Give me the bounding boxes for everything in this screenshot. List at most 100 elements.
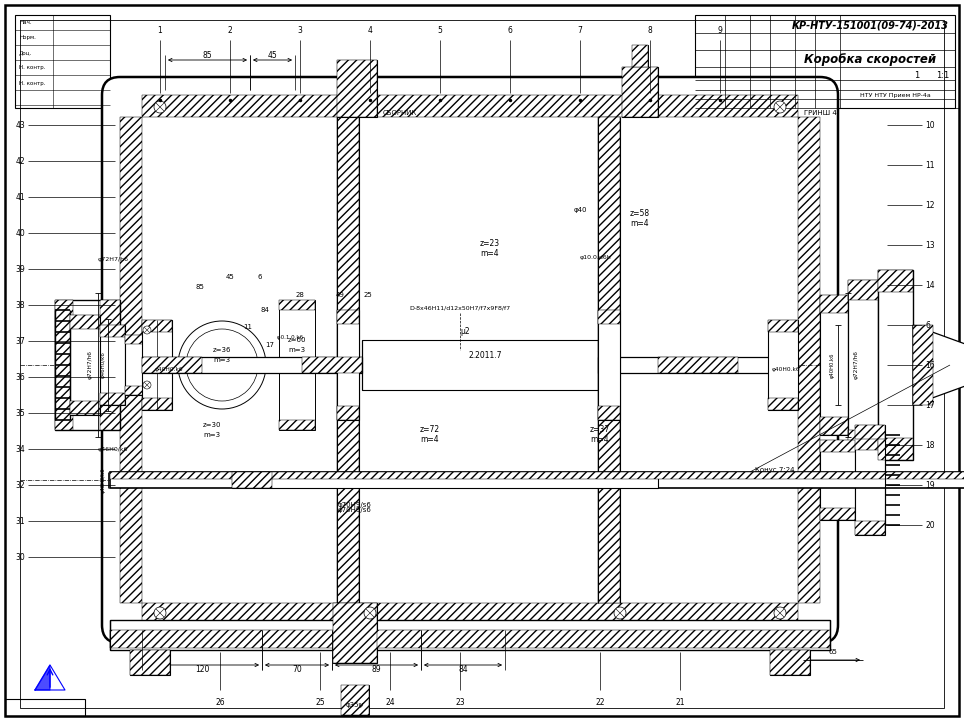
Bar bbox=[142, 320, 172, 332]
Text: φ10.0.d6h: φ10.0.d6h bbox=[579, 255, 611, 260]
Text: φ72H7/h6: φ72H7/h6 bbox=[853, 350, 859, 379]
Text: m=3: m=3 bbox=[203, 432, 221, 438]
Bar bbox=[768, 320, 798, 410]
Text: 3: 3 bbox=[298, 26, 303, 35]
Bar bbox=[341, 685, 369, 715]
Text: 89: 89 bbox=[371, 665, 381, 674]
Text: z=36: z=36 bbox=[213, 347, 231, 353]
Bar bbox=[855, 425, 885, 439]
Text: 16: 16 bbox=[925, 360, 935, 369]
Bar bbox=[848, 280, 878, 450]
Text: Коробка скоростей: Коробка скоростей bbox=[804, 53, 936, 66]
Text: φ70H9/s6: φ70H9/s6 bbox=[338, 507, 372, 513]
Bar bbox=[130, 650, 170, 675]
Bar bbox=[142, 357, 202, 373]
Text: 45: 45 bbox=[267, 51, 277, 60]
Text: 18: 18 bbox=[925, 441, 934, 449]
Text: φ40H0.k6: φ40H0.k6 bbox=[155, 368, 183, 373]
Bar bbox=[598, 117, 620, 603]
Bar bbox=[855, 425, 885, 535]
Text: 11: 11 bbox=[244, 324, 253, 330]
Text: 30: 30 bbox=[15, 552, 25, 562]
Bar bbox=[820, 440, 855, 452]
Bar bbox=[142, 603, 798, 625]
Bar bbox=[142, 357, 362, 373]
Bar bbox=[120, 117, 142, 603]
Text: φ40H0.k6: φ40H0.k6 bbox=[771, 368, 800, 373]
Bar bbox=[337, 117, 359, 603]
Text: φ46H0/k6: φ46H0/k6 bbox=[100, 352, 105, 379]
Text: 32: 32 bbox=[15, 480, 25, 490]
Text: 84: 84 bbox=[260, 307, 269, 313]
Bar bbox=[820, 508, 855, 520]
Bar bbox=[695, 15, 955, 108]
Text: 85: 85 bbox=[202, 51, 212, 60]
Text: 22: 22 bbox=[595, 698, 604, 707]
Text: 45: 45 bbox=[226, 274, 234, 280]
Bar bbox=[70, 401, 100, 415]
Bar bbox=[100, 325, 125, 405]
Text: 10: 10 bbox=[925, 120, 935, 130]
Text: 25: 25 bbox=[363, 292, 372, 298]
Bar bbox=[125, 335, 145, 395]
Text: 24: 24 bbox=[386, 698, 395, 707]
Bar bbox=[279, 420, 315, 430]
Circle shape bbox=[178, 321, 266, 409]
Circle shape bbox=[774, 607, 786, 619]
Bar bbox=[768, 320, 798, 332]
Text: 43: 43 bbox=[15, 120, 25, 130]
Text: 65: 65 bbox=[829, 649, 838, 655]
Text: m=3: m=3 bbox=[213, 357, 230, 363]
Bar bbox=[70, 315, 100, 415]
Circle shape bbox=[774, 101, 786, 113]
Bar bbox=[337, 310, 359, 324]
Bar bbox=[337, 310, 359, 420]
Text: НТУ НТУ Прием НР-4а: НТУ НТУ Прием НР-4а bbox=[860, 92, 930, 97]
Text: D-8x46H11/d12x50H7/f7x9F8/f7: D-8x46H11/d12x50H7/f7x9F8/f7 bbox=[410, 306, 511, 311]
Bar bbox=[333, 603, 377, 663]
Text: 6: 6 bbox=[508, 26, 513, 35]
FancyBboxPatch shape bbox=[102, 77, 838, 643]
Bar bbox=[820, 440, 855, 520]
Bar bbox=[820, 295, 848, 435]
Text: m=4: m=4 bbox=[481, 249, 499, 257]
Bar bbox=[337, 60, 377, 117]
Bar bbox=[5, 699, 85, 716]
Bar bbox=[142, 398, 172, 410]
Bar bbox=[110, 472, 964, 488]
Text: 39: 39 bbox=[15, 265, 25, 273]
Bar bbox=[878, 270, 913, 460]
Bar bbox=[125, 335, 145, 344]
Circle shape bbox=[364, 607, 376, 619]
Text: ГРИНШ 4: ГРИНШ 4 bbox=[804, 110, 837, 116]
Text: φ40H0.k6: φ40H0.k6 bbox=[829, 353, 835, 378]
Text: 35: 35 bbox=[15, 409, 25, 417]
Bar bbox=[878, 438, 913, 460]
Bar bbox=[820, 295, 848, 313]
Text: m=4: m=4 bbox=[591, 435, 609, 445]
Bar bbox=[125, 386, 145, 395]
Bar bbox=[341, 685, 369, 715]
Bar bbox=[279, 300, 315, 310]
Text: 11: 11 bbox=[925, 161, 934, 169]
Circle shape bbox=[154, 607, 166, 619]
Circle shape bbox=[154, 101, 166, 113]
Text: Нач.: Нач. bbox=[19, 20, 32, 25]
Bar bbox=[142, 320, 172, 410]
Bar bbox=[55, 300, 120, 430]
Bar bbox=[130, 650, 170, 675]
Bar bbox=[333, 603, 377, 663]
Bar bbox=[855, 521, 885, 535]
Bar bbox=[622, 67, 658, 117]
Bar bbox=[142, 95, 798, 117]
Bar bbox=[302, 357, 362, 373]
Text: 12: 12 bbox=[925, 200, 934, 210]
Text: φ0.1 0.k6: φ0.1 0.k6 bbox=[277, 335, 303, 340]
Bar bbox=[622, 67, 658, 117]
Text: m=4: m=4 bbox=[420, 435, 440, 445]
Text: 40: 40 bbox=[15, 229, 25, 237]
Text: 8: 8 bbox=[648, 26, 653, 35]
Circle shape bbox=[186, 329, 258, 401]
Circle shape bbox=[143, 326, 151, 334]
Text: z=60: z=60 bbox=[287, 337, 307, 343]
